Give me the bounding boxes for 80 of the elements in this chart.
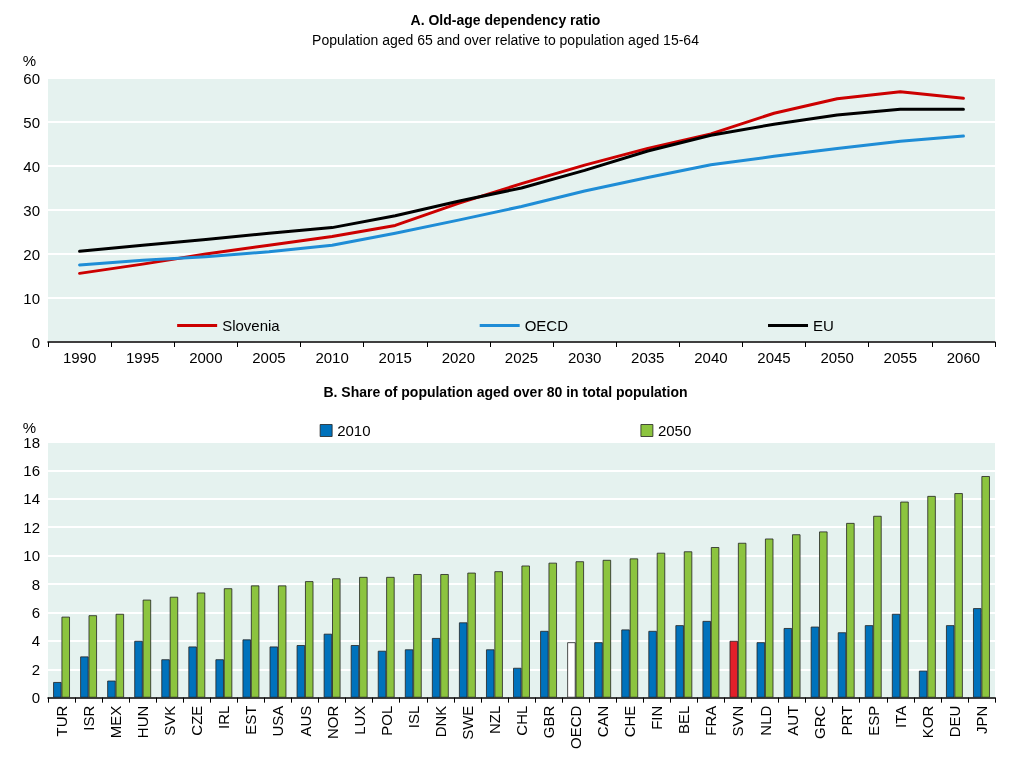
x-tick-label: 1995: [126, 349, 160, 366]
y-tick-label: 4: [31, 632, 40, 650]
x-tick-label: MEX: [107, 705, 125, 739]
y-tick-label: 16: [23, 461, 40, 479]
x-tick-label: USA: [269, 705, 287, 737]
x-tick-label: CHL: [513, 705, 530, 736]
y-tick-label: 8: [31, 575, 40, 593]
x-tick-label: OECD: [567, 705, 585, 750]
x-tick-label: FIN: [648, 705, 666, 730]
x-tick-label: NLD: [756, 705, 774, 736]
y-axis-title: %: [22, 418, 36, 436]
y-tick-label: 20: [23, 245, 40, 263]
x-tick-label: 2050: [820, 349, 854, 366]
x-tick-label: TUR: [53, 705, 71, 737]
x-tick-label: KOR: [918, 705, 936, 739]
x-tick-label: 2060: [946, 349, 981, 366]
x-tick-label: ESP: [864, 705, 882, 736]
line-series: [78, 134, 965, 267]
y-axis-title: %: [22, 52, 36, 69]
y-tick-label: 30: [23, 201, 40, 219]
y-tick-label: 50: [23, 113, 40, 131]
x-tick-label: AUT: [783, 705, 801, 736]
x-tick-label: LUX: [350, 705, 368, 735]
y-tick-label: 0: [31, 333, 40, 351]
x-tick-label: 2000: [189, 349, 223, 366]
x-tick-label: JPN: [972, 705, 990, 735]
x-tick-label: BEL: [675, 705, 693, 735]
legend-label: 2010: [337, 422, 371, 439]
x-tick-label: POL: [377, 705, 395, 736]
x-tick-label: 2020: [441, 349, 476, 366]
x-tick-label: 2025: [504, 349, 539, 366]
x-tick-label: DNK: [431, 705, 449, 738]
x-tick-label: 2010: [315, 349, 349, 366]
x-tick-label: HUN: [134, 705, 152, 739]
x-tick-label: 2045: [757, 349, 791, 366]
x-tick-label: PRT: [837, 705, 855, 736]
y-tick-label: 40: [23, 157, 40, 175]
x-tick-label: 2030: [567, 349, 602, 366]
x-tick-label: GRC: [810, 705, 828, 740]
x-tick-label: FRA: [702, 705, 720, 736]
x-tick-label: SVN: [729, 705, 747, 737]
y-tick-label: 60: [23, 69, 40, 87]
x-tick-label: ITA: [891, 705, 909, 728]
x-tick-label: 2055: [883, 349, 917, 366]
x-tick-label: NZL: [485, 705, 503, 735]
x-tick-label: GBR: [540, 705, 558, 739]
x-tick-label: EST: [242, 705, 260, 735]
x-tick-label: IRL: [215, 705, 233, 730]
x-tick-label: 2015: [378, 349, 412, 366]
x-tick-label: 2035: [631, 349, 665, 366]
legend-label: Slovenia: [222, 317, 281, 334]
x-tick-label: ISL: [404, 705, 422, 729]
x-tick-label: ISR: [80, 705, 98, 731]
x-tick-label: NOR: [323, 705, 341, 740]
y-tick-label: 14: [23, 490, 40, 508]
y-tick-label: 2: [31, 660, 40, 678]
x-tick-label: SWE: [458, 705, 476, 740]
legend-label: OECD: [524, 317, 569, 334]
y-tick-label: 0: [31, 689, 40, 707]
x-tick-label: DEU: [945, 705, 963, 738]
legend-label: 2050: [657, 422, 692, 439]
y-tick-label: 12: [23, 518, 40, 536]
chart-title: B. Share of population aged over 80 in total population: [323, 384, 688, 400]
chart-title: A. Old-age dependency ratio: [410, 12, 601, 28]
x-tick-label: SVK: [161, 705, 179, 736]
x-tick-label: CZE: [188, 705, 206, 736]
y-tick-label: 10: [23, 289, 40, 307]
line-series: [78, 90, 965, 275]
y-tick-label: 10: [23, 547, 40, 565]
chart-subtitle: Population aged 65 and over relative to population aged 15-64: [312, 32, 700, 48]
x-tick-label: 2005: [252, 349, 286, 366]
x-tick-label: AUS: [296, 705, 314, 737]
x-tick-label: 1990: [62, 349, 97, 366]
line-series: [78, 107, 965, 253]
y-tick-label: 18: [23, 433, 40, 451]
y-tick-label: 6: [31, 603, 40, 621]
legend-label: EU: [813, 317, 834, 334]
x-tick-label: CAN: [594, 705, 612, 738]
x-tick-label: CHE: [621, 705, 639, 738]
x-tick-label: 2040: [694, 349, 728, 366]
